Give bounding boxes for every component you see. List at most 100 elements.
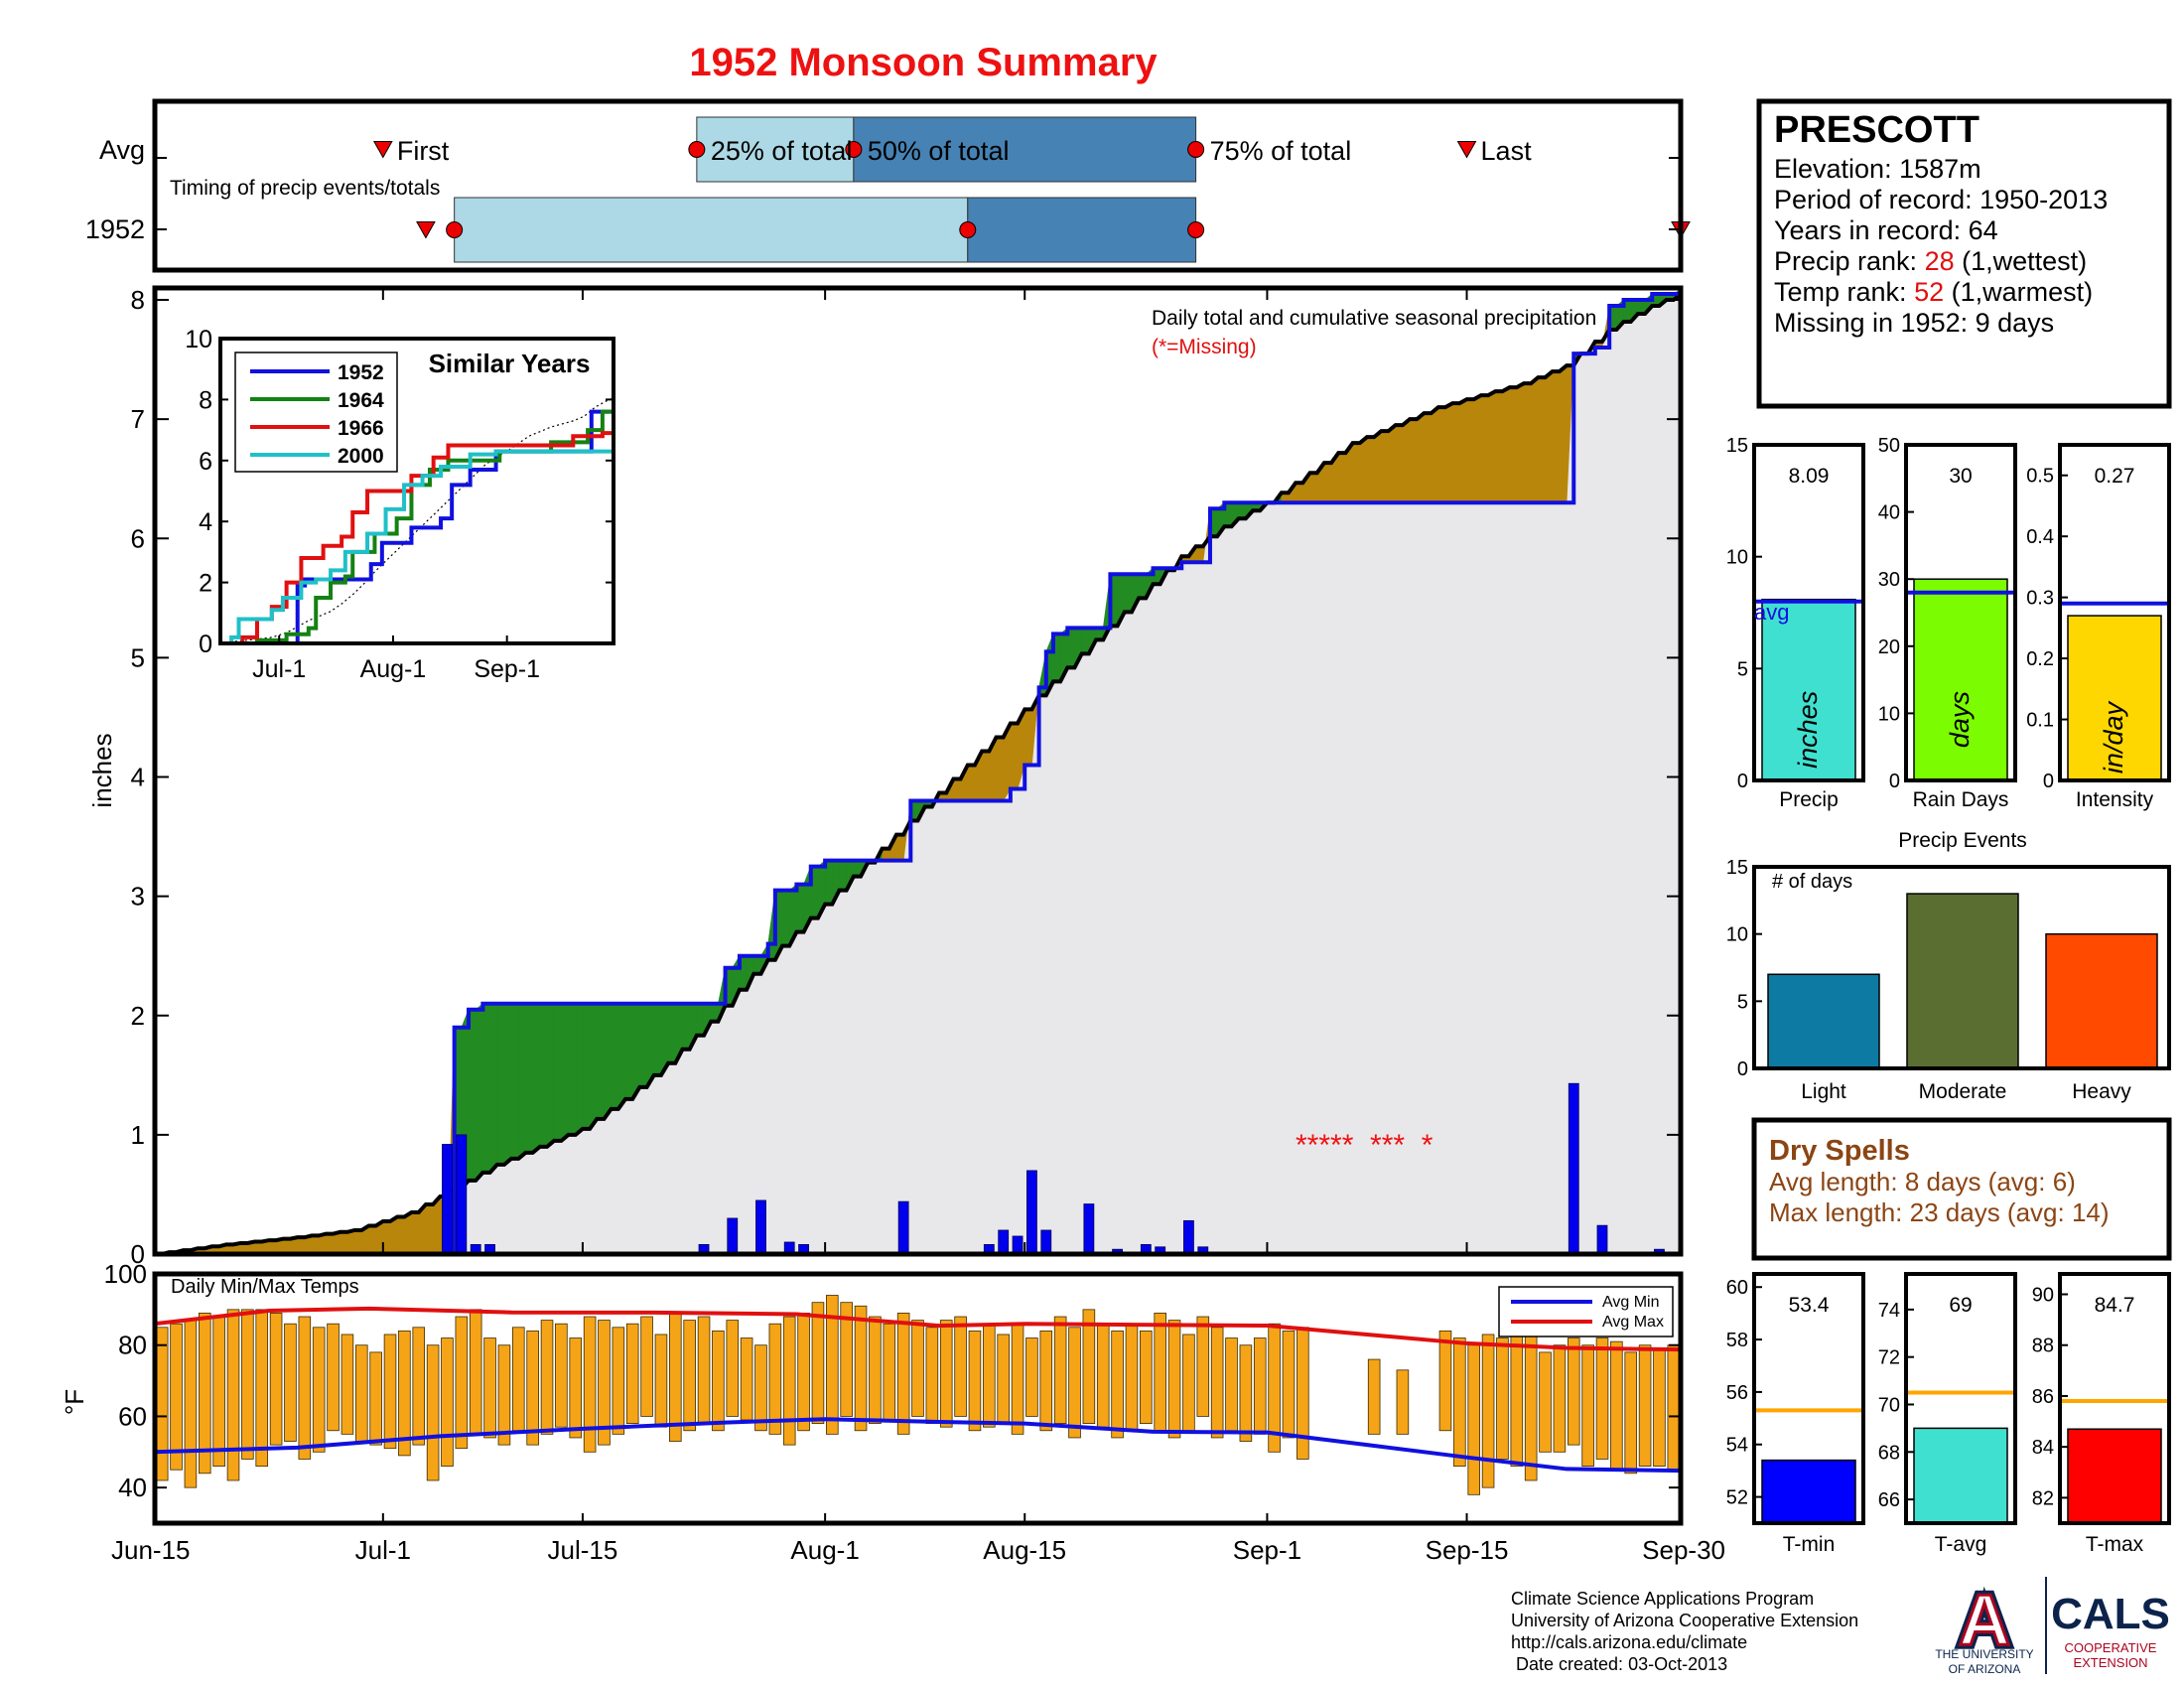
above-avg-fill: [582, 1003, 591, 1130]
inset-line-2000: [220, 449, 614, 643]
daily-precip-bar: [983, 1243, 995, 1254]
tavg-stat-ytick-label: 74: [1878, 1300, 1900, 1322]
legend-avg-min-label: Avg Min: [1602, 1294, 1660, 1311]
precip-events-xlabel: Moderate: [1919, 1080, 2007, 1103]
daily-temp-bar: [1539, 1351, 1552, 1453]
timing-first-label: First: [397, 136, 450, 166]
timing-frame: [152, 98, 1684, 273]
precip-stats-panel: 0 5 10 15 8.09 inches Precip 0 10 20 30 40 50 30 days…: [1726, 435, 2171, 811]
daily-temp-bar: [1140, 1330, 1153, 1425]
tmin-stat-frame: [1752, 1272, 1865, 1525]
timing-avg-p75-marker: [1187, 141, 1205, 158]
precip-total-chart: 0 5 10 15 8.09 inches Precip: [1726, 435, 1865, 811]
date-axis-label: Aug-1: [790, 1535, 859, 1565]
below-avg-fill: [1024, 709, 1032, 766]
tmax-stat-value-bar: [2067, 1428, 2162, 1524]
dry-spells-title: Dry Spells: [1769, 1135, 1910, 1167]
tavg-stat-ytick-label: 68: [1878, 1442, 1900, 1464]
above-avg-fill: [639, 1003, 647, 1088]
timing-last-label: Last: [1481, 136, 1533, 166]
daily-temp-bar: [740, 1337, 753, 1421]
tmax-stat-ytick-label: 88: [2032, 1336, 2054, 1357]
below-avg-fill: [1552, 370, 1561, 503]
footer: Climate Science Applications Program Uni…: [1511, 1589, 1858, 1674]
daily-temp-bar: [712, 1330, 725, 1432]
date-axis-labels: Jun-15 Jul-1 Jul-15 Aug-1 Aug-15 Sep-1 Sep-15 S…: [111, 1535, 1725, 1565]
tmax-stat-frame: [2058, 1272, 2171, 1525]
cals-logo-line1: COOPERATIVE: [2065, 1640, 2157, 1655]
daily-temp-bar: [1467, 1344, 1481, 1495]
daily-temp-bar: [968, 1330, 982, 1432]
precip-stat-ytick-label: 10: [1726, 547, 1748, 569]
inset-xtick-label: Jul-1: [252, 655, 306, 683]
precip-axis-ticks: 0 1 2 3 4 5 6 7 8: [131, 285, 1682, 1269]
below-avg-fill: [967, 765, 976, 801]
precip-ylabel: inches: [87, 733, 117, 807]
daily-precip-bar: [727, 1217, 739, 1254]
below-avg-fill: [953, 778, 961, 801]
below-avg-fill: [326, 1233, 334, 1254]
above-avg-fill: [575, 1003, 584, 1136]
precip-events-xlabel: Heavy: [2072, 1080, 2131, 1103]
missing-days-marker: ***** *** *: [1296, 1129, 1433, 1162]
precip-events-panel: Precip Events Light Moderate Heavy 0 5 10 15 #…: [1726, 829, 2171, 1103]
daily-temp-bar: [383, 1334, 397, 1450]
inset-legend-label-1964: 1964: [338, 389, 384, 412]
daily-precip-bar: [1197, 1246, 1209, 1254]
below-avg-fill: [1451, 402, 1460, 503]
precip-stat-value-bar: [1761, 598, 1856, 781]
timing-panel: Avg 1952 Timing of precip events/totals …: [85, 98, 1691, 273]
station-temp-rank: Temp rank: 52 (1,warmest): [1774, 277, 2093, 307]
daily-temp-bar: [312, 1327, 326, 1453]
above-avg-fill: [781, 890, 790, 946]
precip-stat-ytick-label: 15: [1726, 435, 1748, 457]
inset-ytick-label: 2: [199, 570, 212, 598]
above-avg-fill: [553, 1003, 562, 1142]
daily-temp-bar: [1025, 1337, 1038, 1417]
below-avg-fill: [425, 1203, 434, 1254]
below-avg-fill: [311, 1235, 320, 1254]
daily-temp-bar: [1667, 1344, 1681, 1471]
tmin-stat-value-label: 53.4: [1789, 1294, 1830, 1317]
cals-logo: CALS: [2051, 1590, 2170, 1638]
precip-events-bar-light: [1767, 973, 1880, 1069]
rain-days-stat-unit-label: days: [1945, 691, 1975, 748]
figure-title: 1952 Monsoon Summary: [689, 41, 1158, 84]
tmax-stat-value-label: 84.7: [2095, 1294, 2135, 1317]
timing-avg-last-triangle: [1456, 141, 1477, 159]
cals-logo-line2: EXTENSION: [2073, 1655, 2147, 1670]
below-avg-fill: [1388, 424, 1397, 503]
tmin-stat-ytick-label: 60: [1726, 1277, 1748, 1299]
daily-temp-bar: [768, 1323, 782, 1435]
daily-temp-bar: [184, 1320, 198, 1488]
date-axis-label: Sep-15: [1426, 1535, 1509, 1565]
daily-precip-bar: [470, 1243, 481, 1254]
precip-events-title: Precip Events: [1898, 829, 2027, 852]
daily-temp-bar: [1510, 1327, 1524, 1468]
daily-temp-bar: [612, 1327, 625, 1435]
temperature-stats-panel: 52 54 56 58 60 53.4 T-min 66 68 70 72 74 69 T-avg 82…: [1726, 1272, 2171, 1556]
above-avg-fill: [1138, 573, 1147, 599]
rain-days-stat-frame: [1904, 443, 2017, 782]
daily-temp-bar: [1553, 1344, 1567, 1453]
daily-temp-bar: [997, 1334, 1010, 1425]
rain-days-stat-value-bar: [1913, 578, 2008, 781]
below-avg-fill: [1381, 430, 1389, 503]
station-elevation: Elevation: 1587m: [1774, 154, 1981, 184]
station-precip-rank: Precip rank: 28 (1,wettest): [1774, 246, 2087, 276]
daily-temp-bar: [640, 1316, 653, 1417]
below-avg-fill: [1466, 398, 1475, 503]
above-avg-fill: [525, 1003, 533, 1154]
timing-row-avg-label: Avg: [99, 135, 145, 165]
above-avg-fill: [682, 1003, 690, 1051]
below-avg-fill: [895, 834, 904, 861]
temperature-ytick-label: 60: [118, 1401, 147, 1431]
below-avg-fill: [1437, 406, 1446, 503]
intensity-stat-value-label: 0.27: [2095, 465, 2135, 488]
tmin-stat-ytick-label: 58: [1726, 1330, 1748, 1351]
below-avg-fill: [1010, 723, 1019, 789]
footer-url: http://cals.arizona.edu/climate: [1511, 1632, 1747, 1652]
date-axis-label: Jun-15: [111, 1535, 191, 1565]
tmax-stat-ytick-label: 86: [2032, 1386, 2054, 1408]
daily-temp-bar: [540, 1320, 554, 1435]
